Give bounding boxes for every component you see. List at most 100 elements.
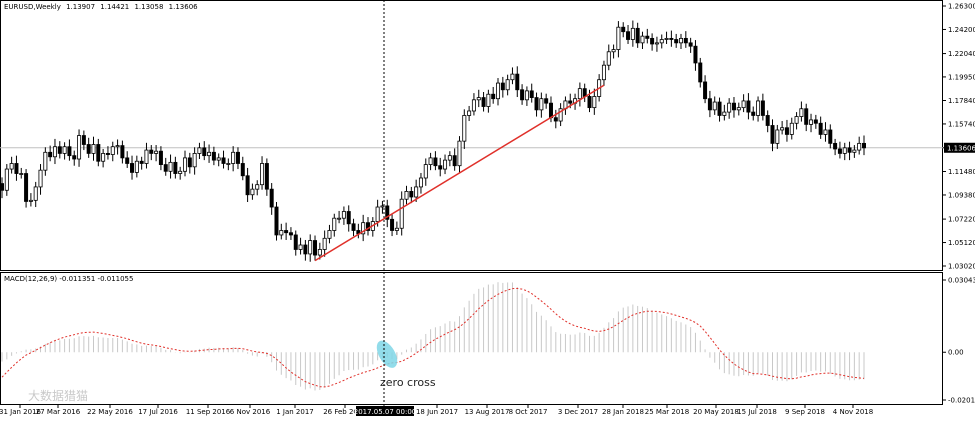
candle-body — [842, 147, 847, 154]
candle-body — [823, 129, 828, 135]
candle-body — [722, 111, 727, 116]
candle-body — [775, 129, 780, 144]
time-tick-label: 4 Nov 2018 — [833, 408, 873, 416]
time-tick-label: 22 May 2016 — [87, 408, 133, 416]
price-tick-label: 1.05120 — [948, 239, 975, 247]
ohlc-open: 1.13907 — [66, 3, 95, 11]
candle-body — [226, 163, 231, 165]
time-tick-label: 1 Jan 2017 — [276, 408, 314, 416]
candlestick-series — [0, 20, 867, 262]
candle-body — [548, 102, 553, 119]
candle-body — [269, 188, 274, 208]
crosshair-time-label: 2017.05.07 00:00 — [354, 408, 416, 416]
candle-body — [385, 205, 390, 220]
candle-body — [707, 98, 712, 111]
candle-body — [712, 101, 717, 111]
candle-body — [341, 211, 346, 219]
candle-body — [327, 230, 332, 239]
ohlc-low: 1.13058 — [134, 3, 163, 11]
price-tick-label: 1.03020 — [948, 263, 975, 271]
candle-body — [640, 35, 645, 44]
candle-body — [833, 142, 838, 150]
candle-body — [154, 150, 159, 154]
candle-body — [500, 82, 505, 91]
candle-body — [274, 206, 279, 236]
candle-body — [110, 146, 115, 155]
macd-panel: 0.030431 0.00 -0.020115 zero cross MACD(12… — [0, 272, 975, 405]
candle-body — [375, 206, 380, 222]
candle-body — [168, 161, 173, 172]
candle-body — [760, 100, 765, 116]
candle-body — [582, 88, 587, 97]
time-tick-label: 9 Sep 2018 — [785, 408, 825, 416]
candle-body — [288, 232, 293, 236]
candle-body — [828, 129, 833, 144]
time-tick-label: 8 Oct 2017 — [509, 408, 548, 416]
candle-body — [139, 160, 144, 164]
candle-body — [202, 147, 207, 157]
candle-body — [751, 111, 756, 116]
candle-body — [486, 93, 491, 107]
candle-body — [245, 175, 250, 196]
candle-body — [144, 149, 149, 164]
candle-body — [674, 39, 679, 44]
candle-body — [279, 230, 284, 236]
candle-body — [187, 157, 192, 168]
price-tick-label: 1.07220 — [948, 216, 975, 224]
time-tick-label: 20 May 2018 — [693, 408, 739, 416]
candle-body — [447, 155, 452, 161]
candle-body — [789, 122, 794, 135]
candle-body — [28, 199, 33, 202]
crosshair-time-tag — [356, 406, 414, 416]
candle-body — [654, 42, 659, 45]
candle-body — [235, 151, 240, 164]
candle-body — [736, 107, 741, 111]
zero-cross-marker — [376, 340, 398, 368]
candle-body — [630, 27, 635, 40]
candle-body — [443, 159, 448, 170]
candle-body — [553, 117, 558, 122]
candle-body — [409, 190, 414, 198]
current-price-tag-label: 1.13606 — [947, 144, 975, 152]
candle-body — [462, 115, 467, 142]
candle-body — [38, 169, 43, 188]
candle-body — [621, 26, 626, 33]
candle-body — [669, 37, 674, 40]
candle-body — [847, 147, 852, 153]
candle-body — [837, 148, 842, 154]
candle-body — [134, 160, 139, 173]
price-tick-label: 1.26300 — [948, 3, 975, 11]
candle-body — [173, 161, 178, 174]
candle-body — [404, 190, 409, 200]
candle-body — [380, 205, 385, 208]
candle-body — [86, 144, 91, 154]
candle-body — [264, 163, 269, 190]
candle-body — [510, 73, 515, 81]
candle-body — [568, 100, 573, 104]
macd-tick-label: 0.030431 — [948, 277, 975, 285]
price-tick-label: 1.22040 — [948, 50, 975, 58]
candle-body — [77, 135, 82, 160]
candle-body — [365, 222, 370, 231]
candle-body — [361, 222, 366, 235]
candle-body — [351, 223, 356, 231]
candle-body — [683, 37, 688, 44]
candle-body — [626, 31, 631, 40]
candle-body — [784, 127, 789, 135]
candle-body — [298, 244, 303, 250]
candle-body — [496, 82, 501, 100]
price-panel: 1.26300 1.24200 1.22040 1.19950 1.17840 1.157… — [0, 0, 975, 271]
candle-body — [529, 90, 534, 98]
candle-body — [57, 146, 62, 154]
candle-body — [727, 102, 732, 113]
candle-body — [4, 168, 9, 191]
candle-body — [163, 164, 168, 172]
candle-body — [24, 173, 29, 202]
candle-body — [746, 100, 751, 113]
candle-body — [399, 198, 404, 229]
candle-body — [231, 151, 236, 164]
candle-body — [804, 108, 809, 125]
candle-body — [491, 93, 496, 100]
candle-body — [240, 163, 245, 177]
time-tick-label: 17 Jul 2016 — [138, 408, 178, 416]
